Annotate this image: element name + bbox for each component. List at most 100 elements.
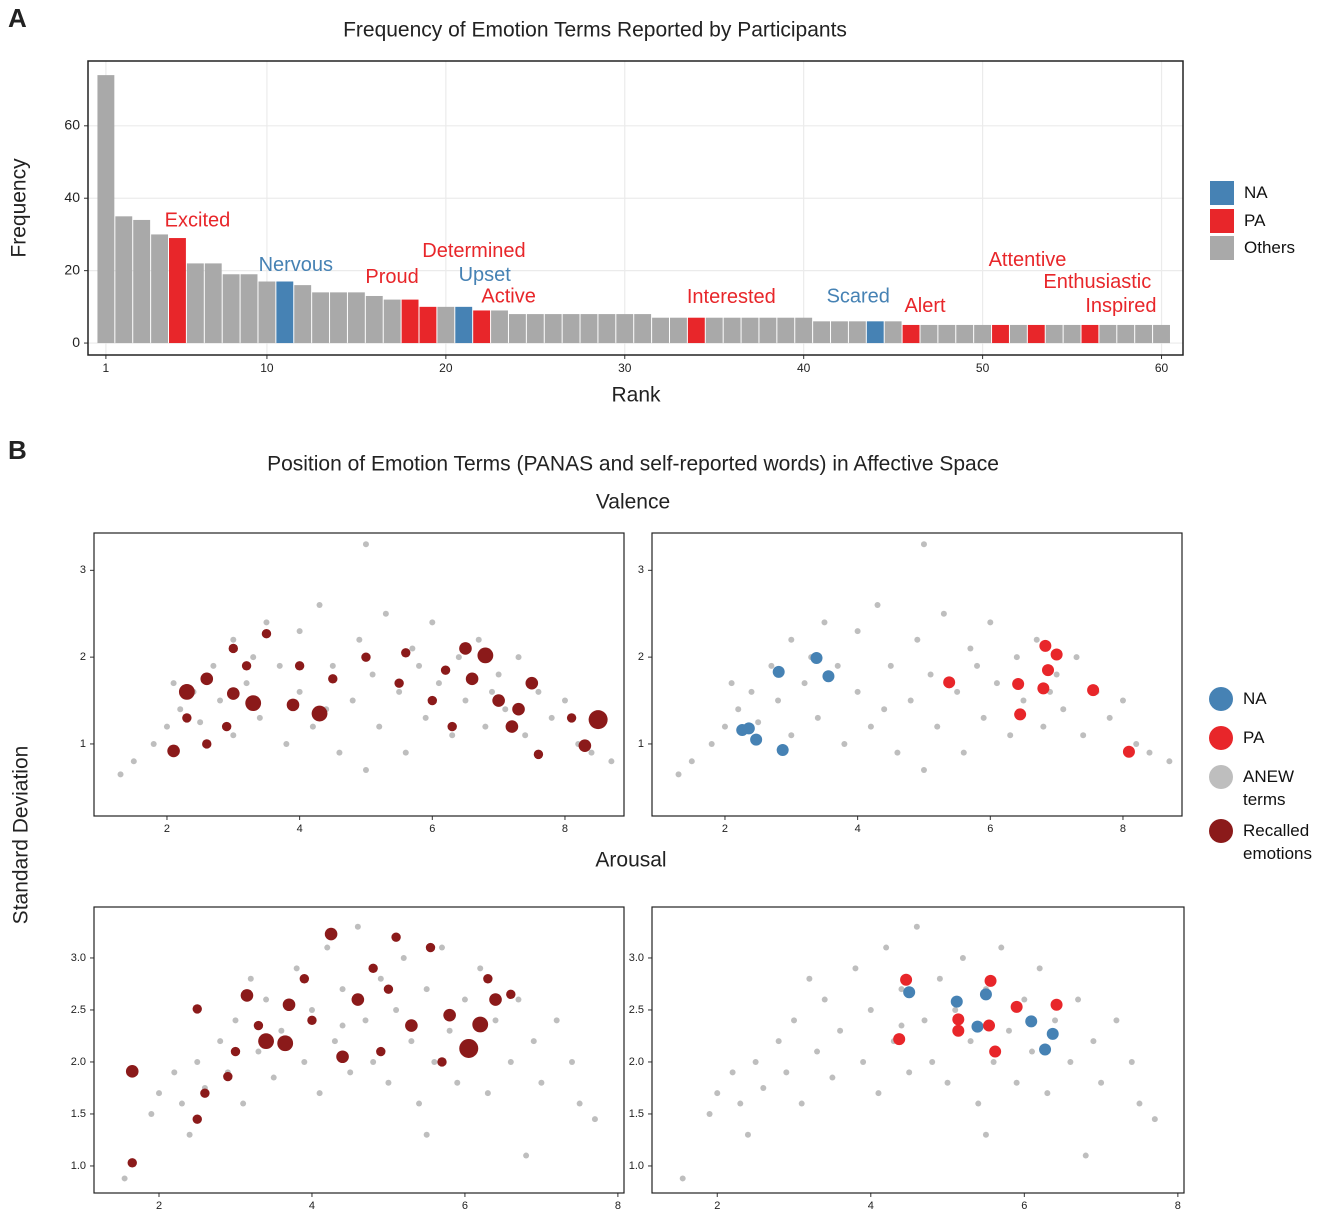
point — [283, 740, 290, 747]
point — [974, 662, 981, 669]
point — [1013, 654, 1020, 661]
point — [217, 697, 224, 704]
point — [783, 1069, 790, 1076]
bar — [777, 317, 795, 344]
point — [1025, 1015, 1038, 1028]
point — [210, 662, 217, 669]
bar — [956, 324, 974, 344]
y-tick-label: 2.5 — [71, 1004, 86, 1016]
bar — [473, 310, 491, 344]
point — [1050, 648, 1063, 661]
point — [276, 662, 283, 669]
bar — [437, 306, 455, 344]
point — [1128, 1058, 1135, 1065]
y-tick-label: 20 — [64, 261, 80, 277]
point — [936, 975, 943, 982]
point — [1020, 697, 1027, 704]
point — [385, 1079, 392, 1086]
point — [391, 932, 401, 942]
point — [393, 1006, 400, 1013]
y-axis-title: Standard Deviation — [10, 746, 33, 925]
annotation: Inspired — [1085, 295, 1156, 317]
point — [989, 1045, 1002, 1058]
bar — [1117, 324, 1135, 344]
plot-frame — [651, 532, 1183, 817]
point — [576, 1100, 583, 1107]
point — [446, 1027, 453, 1034]
point — [362, 766, 369, 773]
point — [920, 766, 927, 773]
point — [423, 986, 430, 993]
point — [241, 661, 252, 671]
point — [914, 636, 921, 643]
point — [952, 1024, 965, 1037]
point — [893, 1033, 906, 1046]
bar — [831, 321, 848, 344]
point — [1073, 654, 1080, 661]
bar — [884, 321, 902, 344]
point — [506, 989, 516, 1000]
x-tick-label: 8 — [1175, 1200, 1181, 1212]
legend-swatch — [1209, 726, 1233, 750]
x-tick-label: 4 — [855, 823, 861, 835]
point — [477, 647, 494, 664]
point — [383, 984, 394, 994]
point — [150, 740, 157, 747]
point — [200, 672, 214, 686]
point — [913, 923, 920, 930]
point — [194, 1058, 201, 1065]
point — [515, 996, 522, 1003]
point — [927, 671, 934, 678]
point — [309, 723, 316, 730]
point — [788, 636, 795, 643]
annotation: Enthusiastic — [1043, 271, 1151, 293]
point — [1007, 732, 1014, 739]
bar — [902, 324, 920, 344]
point — [737, 1100, 744, 1107]
point — [459, 642, 472, 655]
point — [814, 714, 821, 721]
point — [377, 975, 384, 982]
point — [489, 993, 502, 1006]
y-tick-label: 1.5 — [71, 1108, 86, 1120]
point — [277, 1035, 294, 1052]
legend-swatch — [1210, 208, 1234, 233]
point — [232, 1017, 239, 1024]
point — [339, 986, 346, 993]
point — [837, 1027, 844, 1034]
point — [425, 942, 436, 953]
point — [495, 671, 502, 678]
point — [748, 688, 755, 695]
panel-title: Arousal — [595, 849, 666, 872]
point — [349, 697, 356, 704]
annotation: Upset — [459, 264, 512, 286]
bar — [598, 314, 616, 344]
point — [296, 688, 303, 695]
point — [688, 758, 695, 765]
point — [396, 688, 403, 695]
point — [258, 1033, 274, 1050]
point — [294, 661, 305, 671]
point — [1133, 740, 1140, 747]
y-tick-label: 1.0 — [71, 1160, 86, 1172]
point — [975, 1100, 982, 1107]
x-axis-title: Rank — [611, 384, 661, 407]
point — [806, 975, 813, 982]
point — [875, 1090, 882, 1097]
point — [984, 974, 997, 987]
point — [760, 1084, 767, 1091]
bar — [938, 324, 956, 344]
x-tick-label: 20 — [439, 361, 453, 375]
point — [482, 723, 489, 730]
point — [339, 1022, 346, 1029]
point — [121, 1175, 128, 1182]
point — [1098, 1079, 1105, 1086]
point — [881, 706, 888, 713]
point — [821, 619, 828, 626]
point — [240, 989, 254, 1002]
bar — [1009, 324, 1027, 344]
annotation: Nervous — [259, 254, 333, 276]
point — [1029, 1048, 1035, 1055]
point — [538, 1079, 545, 1086]
point — [852, 965, 859, 972]
